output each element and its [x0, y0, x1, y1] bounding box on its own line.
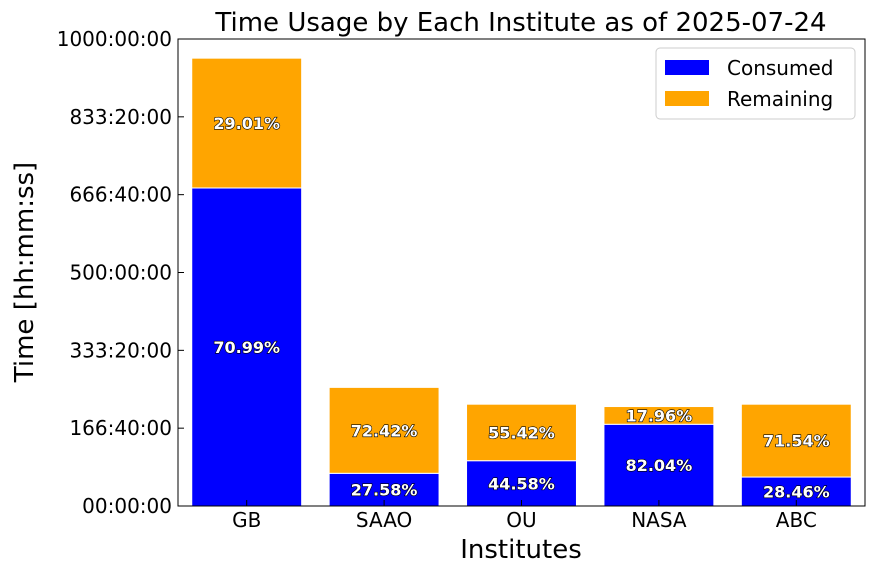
y-tick-label: 1000:00:00 [57, 27, 172, 51]
bar-remaining-saao [328, 386, 440, 474]
bar-remaining-nasa [603, 406, 715, 425]
y-tick-label: 500:00:00 [69, 261, 172, 285]
legend-label-consumed: Consumed [727, 56, 833, 80]
y-tick-label: 666:40:00 [69, 183, 172, 207]
bar-label-consumed-gb: 70.99% [213, 338, 280, 357]
y-tick-label: 166:40:00 [69, 416, 172, 440]
bar-label-consumed-nasa: 82.04% [626, 456, 693, 475]
x-tick-label: GB [232, 508, 261, 532]
y-tick-label: 333:20:00 [69, 338, 172, 362]
bar-consumed-gb [191, 187, 303, 507]
bar-label-consumed-ou: 44.58% [488, 474, 555, 493]
y-tick-label: 833:20:00 [69, 105, 172, 129]
y-tick-label: 00:00:00 [82, 494, 172, 518]
legend-label-remaining: Remaining [727, 87, 833, 111]
bar-label-remaining-gb: 29.01% [213, 114, 280, 133]
x-axis-label: Institutes [460, 535, 582, 565]
bar-label-remaining-nasa: 17.96% [626, 406, 693, 425]
plot-area: 70.99% 27.58% 44.58% 82.04% 28.46% 29.01% 72.4… [57, 27, 866, 532]
x-tick-label: OU [506, 508, 536, 532]
bar-remaining-abc [740, 403, 852, 478]
x-tick-label: ABC [776, 508, 817, 532]
x-tick-label: NASA [631, 508, 687, 532]
y-axis-label: Time [hh:mm:ss] [10, 162, 40, 383]
bar-label-remaining-ou: 55.42% [488, 423, 555, 442]
bar-label-remaining-abc: 71.54% [763, 432, 830, 451]
bar-label-remaining-saao: 72.42% [351, 421, 418, 440]
bar-remaining-ou [466, 403, 577, 462]
legend-swatch-consumed [665, 60, 709, 75]
chart-title: Time Usage by Each Institute as of 2025-… [214, 8, 826, 38]
bar-consumed-nasa [603, 423, 715, 507]
legend-swatch-remaining [665, 91, 709, 106]
bar-label-consumed-saao: 27.58% [351, 481, 418, 500]
bar-label-consumed-abc: 28.46% [763, 483, 830, 502]
x-tick-label: SAAO [356, 508, 412, 532]
bar-remaining-gb [191, 57, 303, 189]
